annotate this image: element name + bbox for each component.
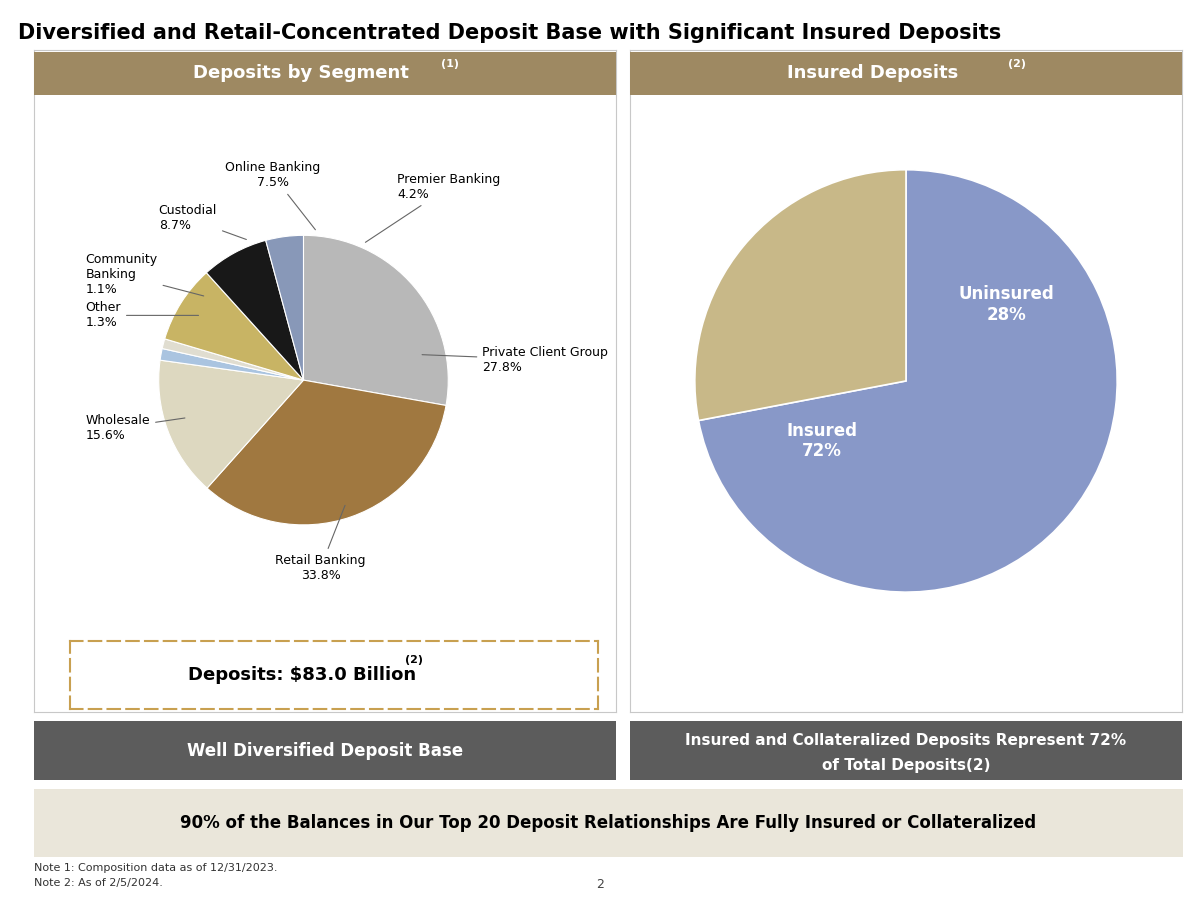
Text: Well Diversified Deposit Base: Well Diversified Deposit Base bbox=[186, 742, 463, 759]
Text: Community
Banking
1.1%: Community Banking 1.1% bbox=[85, 253, 204, 296]
Text: Online Banking
7.5%: Online Banking 7.5% bbox=[226, 161, 320, 229]
Text: Insured Deposits: Insured Deposits bbox=[787, 64, 959, 83]
Wedge shape bbox=[164, 273, 304, 380]
Text: Diversified and Retail-Concentrated Deposit Base with Significant Insured Deposi: Diversified and Retail-Concentrated Depo… bbox=[18, 23, 1001, 43]
Text: Note 2: As of 2/5/2024.: Note 2: As of 2/5/2024. bbox=[34, 878, 162, 888]
Text: Private Client Group
27.8%: Private Client Group 27.8% bbox=[422, 346, 608, 374]
Text: Wholesale
15.6%: Wholesale 15.6% bbox=[85, 414, 185, 442]
Text: 2: 2 bbox=[596, 878, 604, 891]
Text: 90% of the Balances in Our Top 20 Deposit Relationships Are Fully Insured or Col: 90% of the Balances in Our Top 20 Deposi… bbox=[180, 814, 1037, 832]
Wedge shape bbox=[158, 360, 304, 488]
Text: Deposits by Segment: Deposits by Segment bbox=[193, 64, 409, 83]
Text: Uninsured
28%: Uninsured 28% bbox=[959, 285, 1055, 324]
Wedge shape bbox=[698, 170, 1117, 592]
Text: (1): (1) bbox=[442, 59, 458, 69]
Text: Premier Banking
4.2%: Premier Banking 4.2% bbox=[366, 173, 500, 242]
Wedge shape bbox=[304, 235, 449, 405]
Text: Custodial
8.7%: Custodial 8.7% bbox=[158, 204, 246, 239]
Text: of Total Deposits(2): of Total Deposits(2) bbox=[822, 757, 990, 773]
Wedge shape bbox=[160, 348, 304, 380]
Text: Retail Banking
33.8%: Retail Banking 33.8% bbox=[275, 505, 366, 581]
Text: Other
1.3%: Other 1.3% bbox=[85, 301, 198, 329]
Text: (2): (2) bbox=[404, 655, 422, 665]
Wedge shape bbox=[208, 380, 446, 525]
Wedge shape bbox=[162, 339, 304, 380]
Text: (2): (2) bbox=[1008, 59, 1026, 69]
Text: Insured and Collateralized Deposits Represent 72%: Insured and Collateralized Deposits Repr… bbox=[685, 733, 1127, 748]
Text: Deposits: $83.0 Billion: Deposits: $83.0 Billion bbox=[188, 667, 416, 684]
Wedge shape bbox=[265, 235, 304, 380]
Text: Note 1: Composition data as of 12/31/2023.: Note 1: Composition data as of 12/31/202… bbox=[34, 863, 277, 873]
Wedge shape bbox=[206, 240, 304, 380]
Wedge shape bbox=[695, 170, 906, 421]
Text: Insured
72%: Insured 72% bbox=[786, 422, 858, 461]
